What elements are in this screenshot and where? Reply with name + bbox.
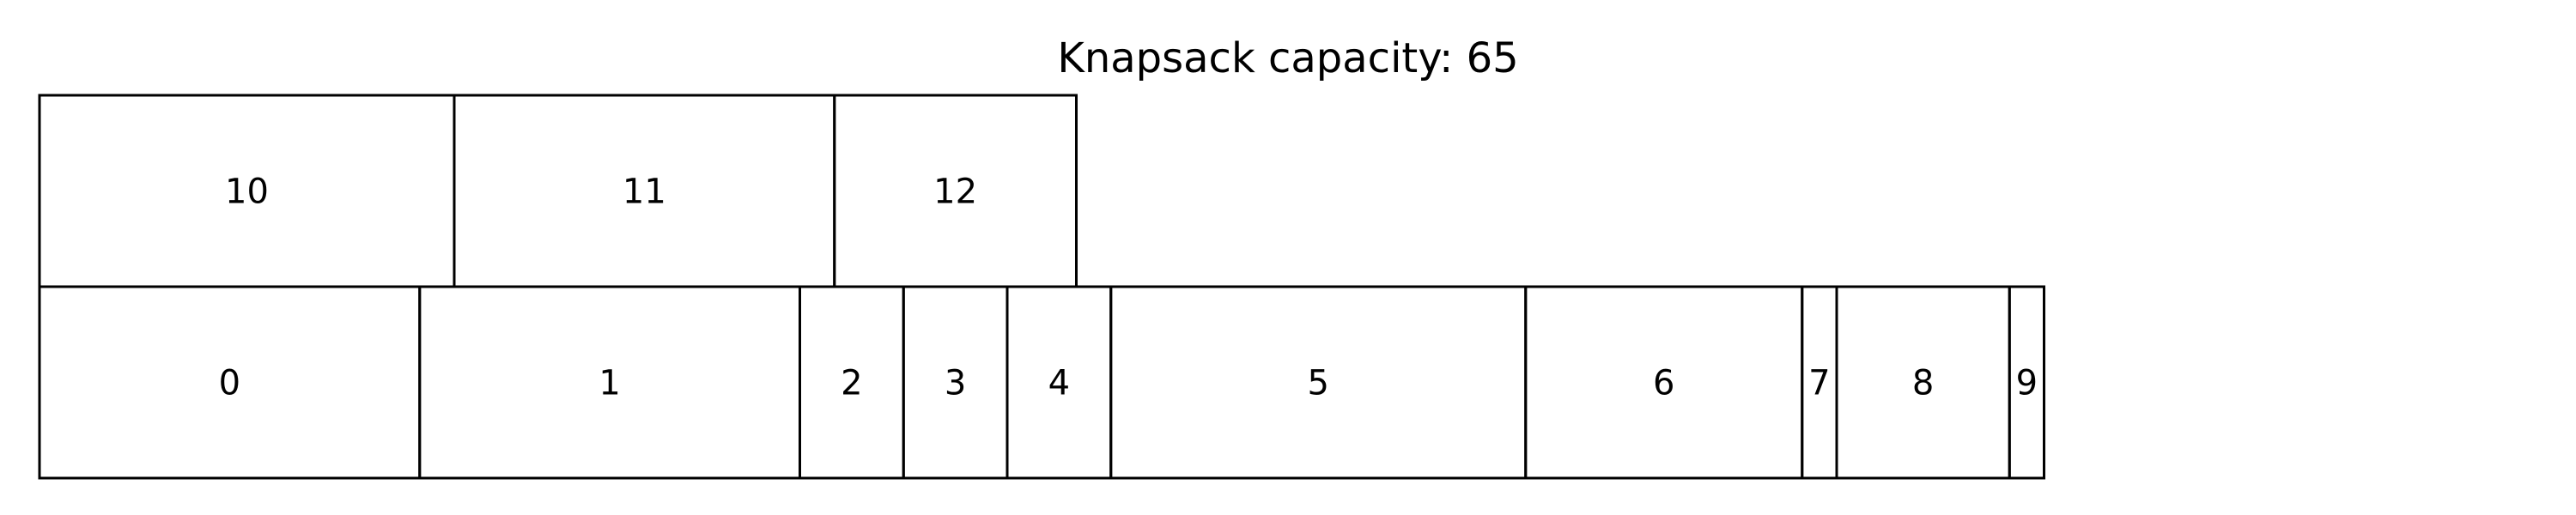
item-label: 4 <box>1048 364 1070 403</box>
item-box: 10 <box>38 94 456 288</box>
item-box: 1 <box>418 285 801 480</box>
item-box: 6 <box>1524 285 1804 480</box>
item-label: 2 <box>841 364 862 403</box>
item-label: 12 <box>933 173 977 212</box>
item-label: 10 <box>225 173 269 212</box>
item-label: 8 <box>1912 364 1934 403</box>
item-box: 0 <box>38 285 422 480</box>
item-box: 12 <box>833 94 1078 288</box>
item-box: 11 <box>453 94 836 288</box>
item-box: 3 <box>902 285 1009 480</box>
item-rect <box>2008 285 2045 480</box>
item-label: 3 <box>945 364 966 403</box>
item-label: 6 <box>1653 364 1674 403</box>
knapsack-row: 0 1 2 3 4 5 6 7 8 9 <box>38 285 2045 480</box>
item-label: 11 <box>623 173 666 212</box>
item-label: 1 <box>598 364 620 403</box>
item-box: 5 <box>1109 285 1528 480</box>
diagram-title: Knapsack capacity: 65 <box>1057 34 1519 82</box>
item-rect <box>833 94 1078 288</box>
knapsack-row: 10 11 12 <box>38 94 1078 288</box>
knapsack-rows: 0 1 2 3 4 5 6 7 8 910 11 12 <box>38 94 2045 480</box>
item-box: 7 <box>1801 285 1838 480</box>
item-box: 8 <box>1835 285 2011 480</box>
item-box: 4 <box>1005 285 1113 480</box>
item-box: 9 <box>2008 285 2045 480</box>
item-label: 0 <box>219 364 240 403</box>
item-label: 9 <box>2016 364 2038 403</box>
item-label: 7 <box>1808 364 1830 403</box>
item-box: 2 <box>799 285 905 480</box>
item-label: 5 <box>1308 364 1329 403</box>
